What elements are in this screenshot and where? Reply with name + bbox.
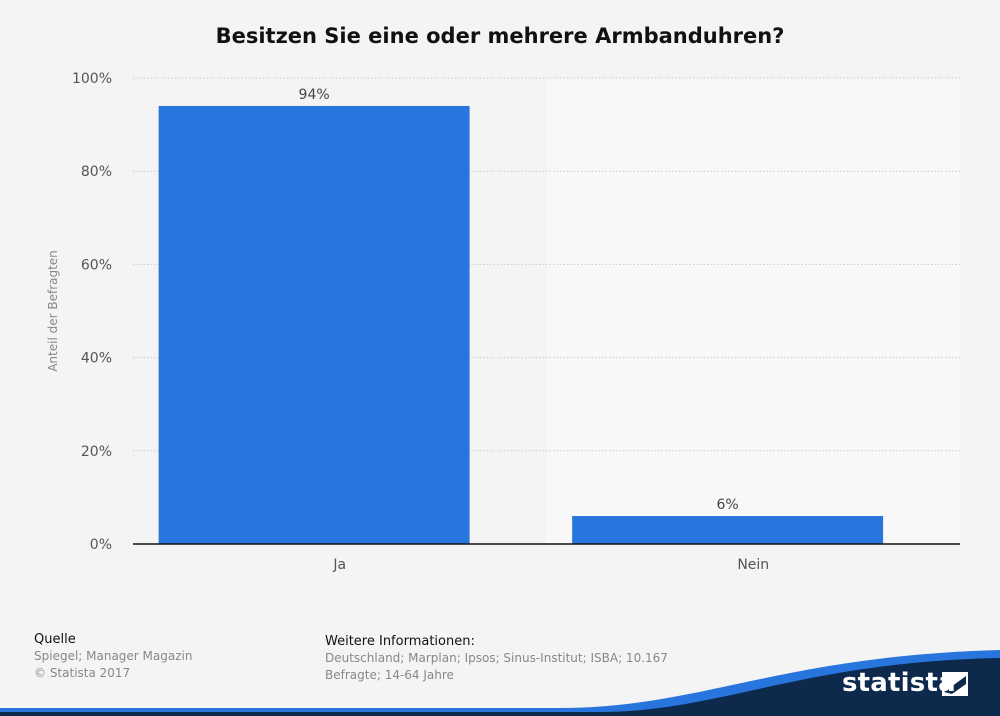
- brand-wave: [0, 650, 1000, 716]
- source-line: Spiegel; Manager Magazin: [34, 649, 193, 663]
- info-line-1: Deutschland; Marplan; Ipsos; Sinus-Insti…: [325, 651, 668, 665]
- y-tick-label: 40%: [81, 351, 112, 367]
- x-tick-label: Nein: [737, 557, 769, 573]
- statista-logo-icon: [942, 672, 968, 696]
- brand-name[interactable]: statista: [842, 668, 956, 698]
- data-label: 94%: [299, 87, 330, 103]
- y-tick-label: 100%: [72, 71, 112, 87]
- y-tick-label: 60%: [81, 257, 112, 273]
- info-block: Weitere Informationen: Deutschland; Marp…: [325, 633, 685, 684]
- data-label: 6%: [717, 497, 739, 513]
- y-tick-label: 0%: [90, 537, 112, 553]
- chart-title: Besitzen Sie eine oder mehrere Armbanduh…: [215, 24, 785, 48]
- bar: [158, 105, 470, 545]
- y-tick-label: 20%: [81, 444, 112, 460]
- y-tick-label: 80%: [81, 164, 112, 180]
- info-line-2: Befragte; 14-64 Jahre: [325, 668, 454, 682]
- plot-band: [546, 78, 960, 544]
- bar: [572, 516, 884, 544]
- copyright-line: © Statista 2017: [34, 666, 131, 680]
- y-axis-label: Anteil der Befragten: [46, 250, 60, 372]
- x-tick-label: Ja: [332, 557, 346, 573]
- info-heading[interactable]: Weitere Informationen:: [325, 634, 475, 649]
- source-block: Quelle Spiegel; Manager Magazin © Statis…: [34, 631, 192, 682]
- source-heading: Quelle: [34, 632, 76, 647]
- bar-chart: 0% 20% 40% 60% 80% 100% 94% Ja 6% Nein Anteil der …: [46, 71, 960, 573]
